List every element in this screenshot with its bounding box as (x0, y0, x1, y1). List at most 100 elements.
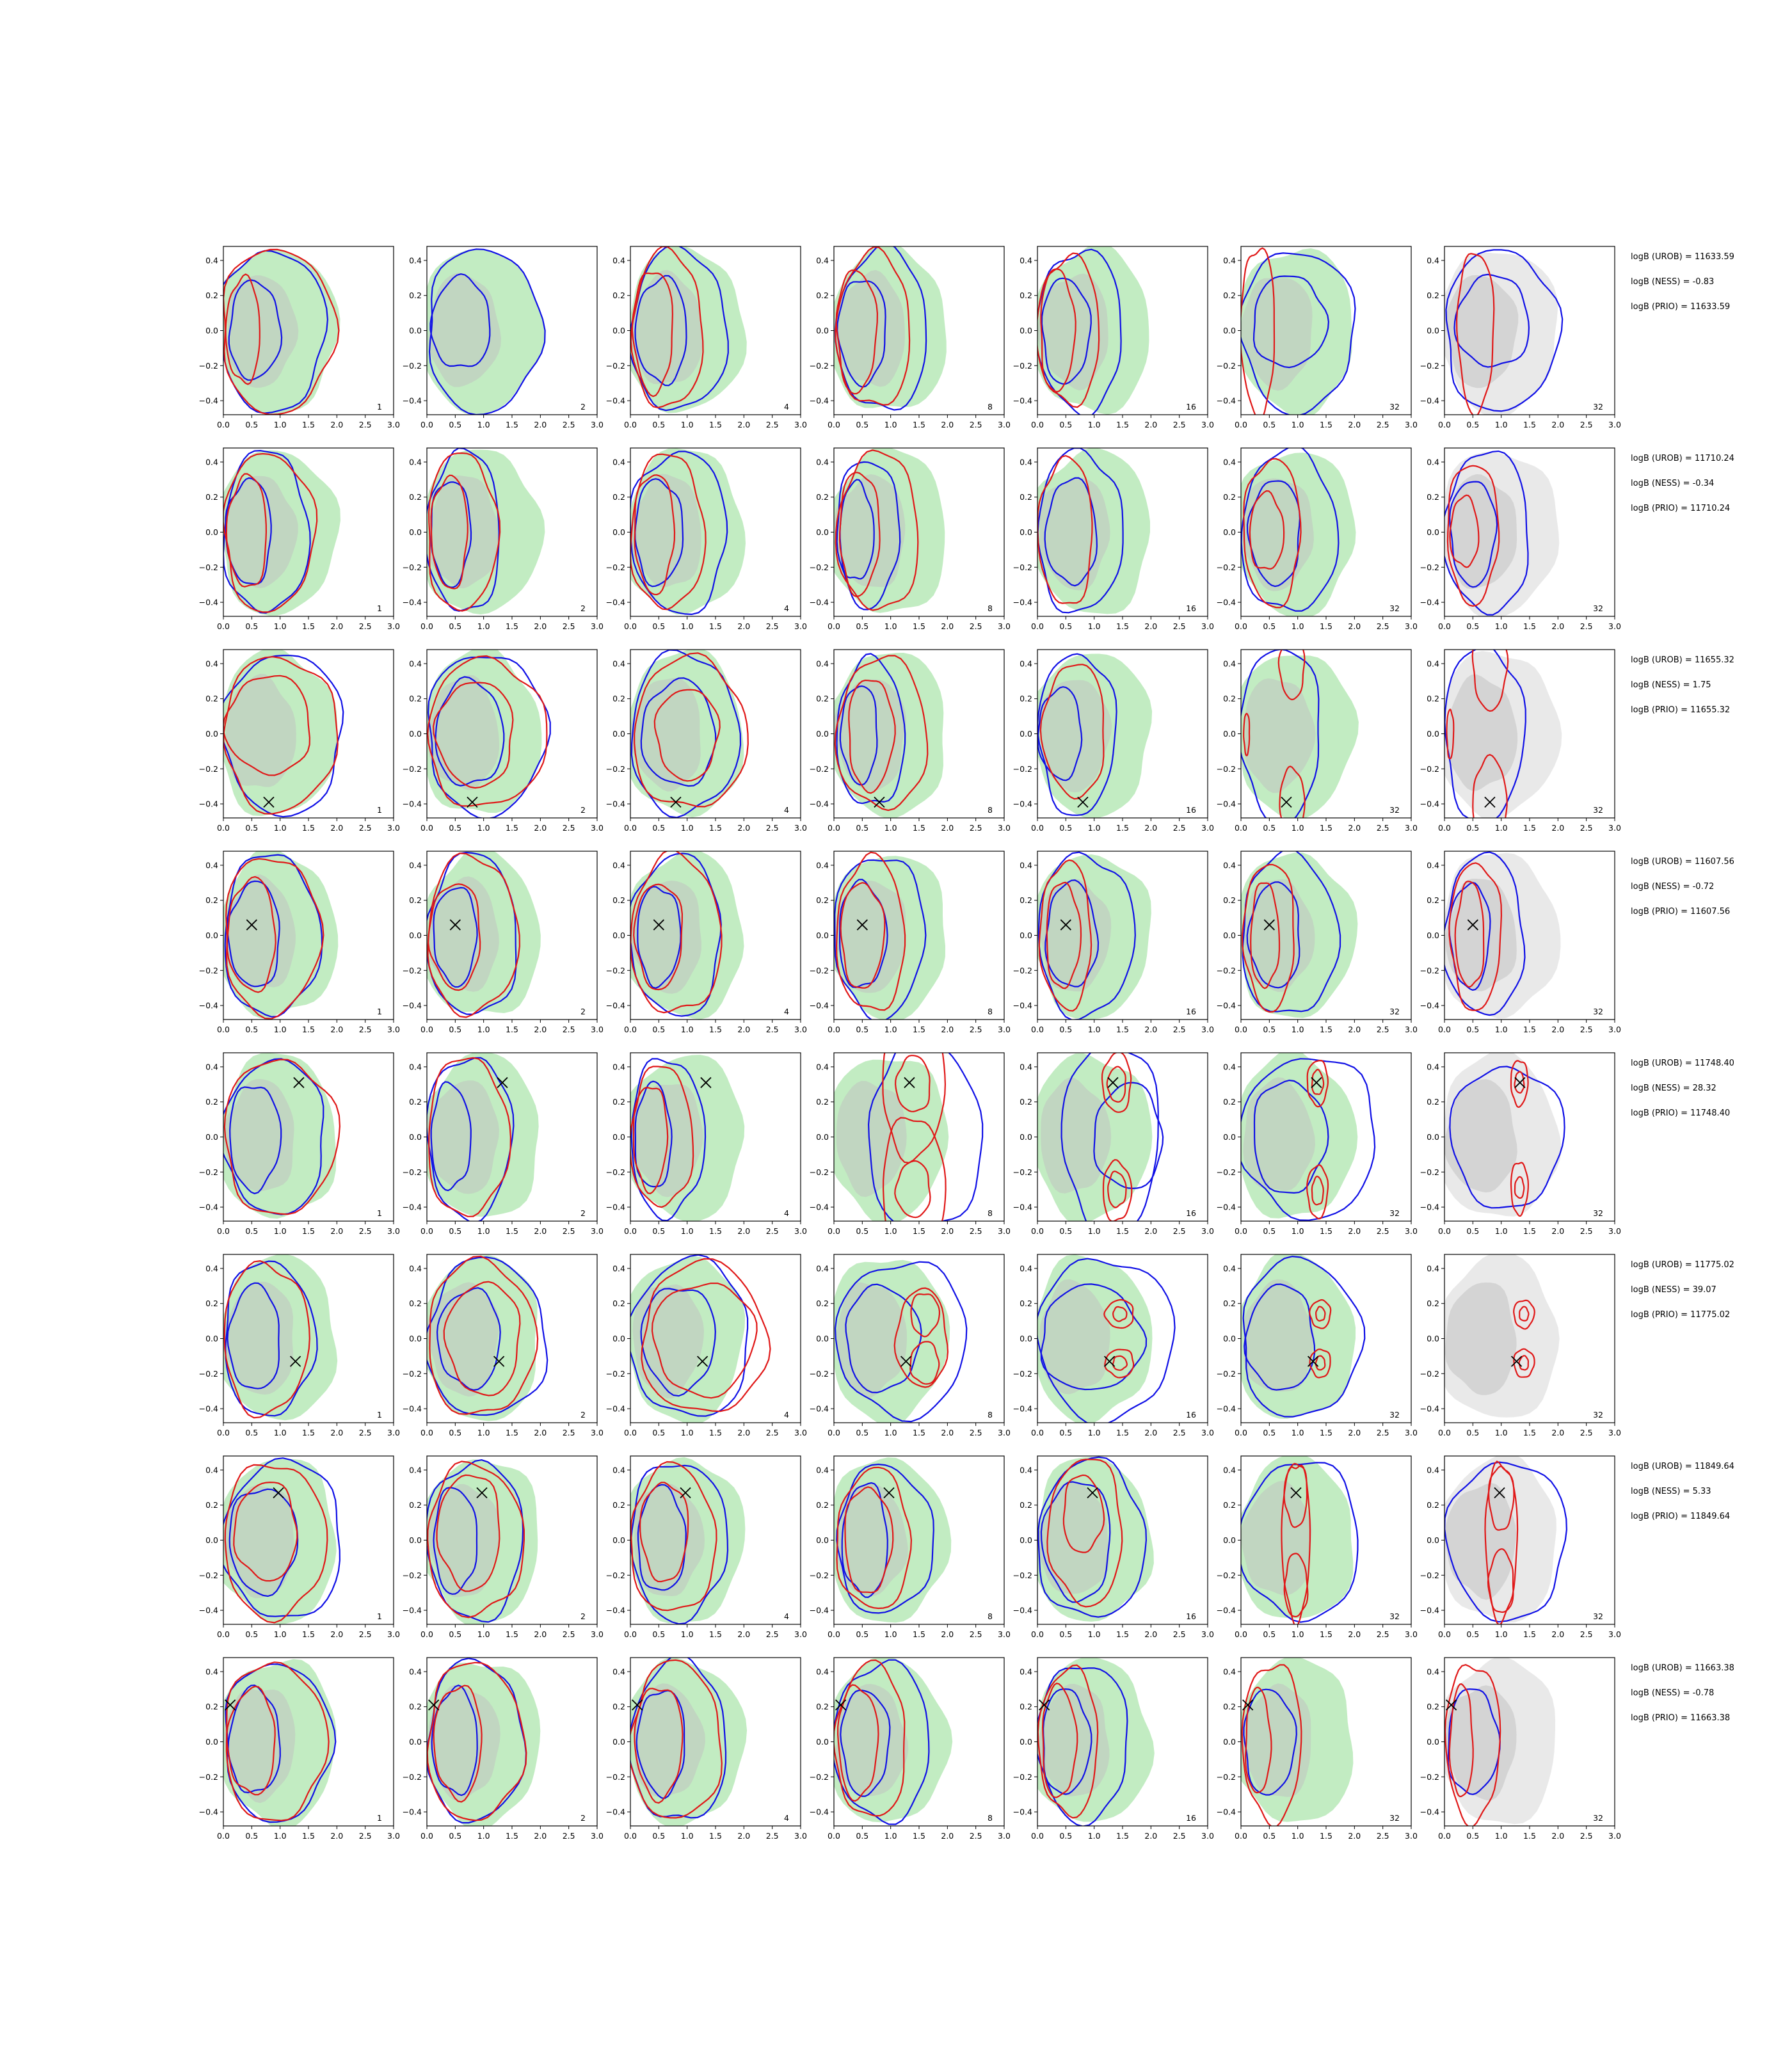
x-tick-label: 3.0 (1608, 1831, 1621, 1841)
x-tick-label: 1.5 (506, 420, 518, 429)
y-tick-label: 0.4 (612, 1263, 625, 1273)
x-tick-label: 0.5 (856, 1831, 868, 1841)
y-tick-label: 0.4 (205, 1465, 218, 1475)
subplot-r8-c2: 0.0 0.5 1.0 1.5 2.0 2.5 3.0 −0.4 −0.2 0.0 0.2 0.4 2 (403, 1657, 604, 1841)
y-tick-label: −0.2 (606, 1167, 625, 1177)
x-tick-label: 0.5 (449, 1226, 461, 1236)
red-contour (835, 269, 879, 395)
blue-contour (1241, 1058, 1376, 1221)
blue-contour (1037, 1667, 1128, 1826)
panel-label: 32 (1593, 1612, 1603, 1621)
x-tick-label: 2.0 (1551, 1428, 1564, 1437)
x-tick-label: 0.5 (652, 621, 665, 631)
red-contour (848, 679, 896, 794)
panel-label: 2 (580, 805, 586, 815)
x-tick-label: 2.5 (970, 823, 982, 833)
y-tick-label: −0.4 (1217, 1001, 1236, 1011)
y-tick-label: 0.4 (816, 659, 829, 668)
subplot-row-7: 0.0 0.5 1.0 1.5 2.0 2.5 3.0−0.4−0.20.00.20.410… (199, 1455, 1734, 1639)
x-tick-label: 2.0 (534, 1831, 547, 1841)
subplot-plot-area (427, 448, 545, 615)
y-tick-label: −0.2 (606, 1571, 625, 1580)
y-tick-label: −0.4 (606, 1001, 625, 1011)
marker-stroke (1290, 1487, 1302, 1499)
x-tick-label: 0.0 (828, 1226, 840, 1236)
x-tick-label: 0.0 (1235, 823, 1247, 833)
red-contour (894, 1055, 931, 1113)
x-tick-label: 2.0 (1551, 1226, 1564, 1236)
y-tick-label: 0.4 (612, 255, 625, 265)
panel-label: 2 (580, 1813, 586, 1823)
y-tick-label: −0.4 (606, 1606, 625, 1615)
logb-annotation: logB (UROB) = 11655.32 (1631, 655, 1734, 665)
x-tick-label: 2.5 (766, 823, 779, 833)
x-tick-label: 0.0 (217, 1629, 230, 1639)
x-tick-label: 1.5 (506, 621, 518, 631)
panel-label: 1 (377, 1813, 382, 1823)
x-tick-label: 2.5 (766, 1226, 779, 1236)
subplot-r3-c5: 0.0 0.5 1.0 1.5 2.0 2.5 3.0 −0.4 −0.2 0.0 0.2 0.4 16 (1013, 649, 1214, 833)
blue-contour (1242, 851, 1341, 1012)
x-tick-label: 0.0 (828, 1629, 840, 1639)
red-contour (630, 246, 704, 409)
y-tick-label: −0.2 (1420, 563, 1439, 572)
y-tick-label: 0.4 (816, 457, 829, 467)
x-tick-label: 0.5 (856, 1025, 868, 1034)
x-tick-label: 1.0 (1292, 1226, 1304, 1236)
true-parameter-marker (476, 1487, 488, 1499)
true-parameter-marker (246, 919, 257, 931)
panel-label: 16 (1186, 1208, 1196, 1218)
x-tick-label: 1.5 (1523, 420, 1536, 429)
x-tick-label: 0.0 (1235, 420, 1247, 429)
x-tick-label: 3.0 (998, 420, 1011, 429)
marker-stroke (1103, 1356, 1116, 1367)
y-tick-label: −0.2 (1217, 563, 1236, 572)
panel-label: 32 (1389, 1007, 1400, 1016)
logb-annotation: logB (NESS) = 39.07 (1631, 1285, 1716, 1295)
marker-stroke (293, 1076, 305, 1089)
subplot-plot-area (834, 246, 947, 411)
blue-contour (1241, 650, 1320, 818)
x-tick-label: 1.0 (884, 1025, 897, 1034)
red-contour (226, 876, 276, 993)
red-contour (840, 882, 886, 989)
panel-label: 4 (784, 805, 789, 815)
x-tick-label: 3.0 (1201, 823, 1214, 833)
x-tick-label: 0.5 (1263, 621, 1276, 631)
x-tick-label: 0.0 (420, 1226, 433, 1236)
blue-contour (427, 656, 551, 818)
x-tick-label: 2.0 (737, 1629, 750, 1639)
y-tick-label: −0.4 (1013, 1404, 1032, 1414)
red-contour (894, 1160, 931, 1219)
true-parameter-marker (1281, 796, 1292, 808)
logb-annotation: logB (UROB) = 11710.24 (1631, 454, 1734, 463)
panel-label: 8 (988, 1208, 993, 1218)
x-tick-label: 2.5 (766, 621, 779, 631)
y-tick-label: −0.2 (606, 563, 625, 572)
marker-stroke (1242, 1699, 1254, 1711)
core-density-fill (227, 275, 299, 388)
x-tick-label: 2.5 (359, 1831, 372, 1841)
core-density-fill (1446, 674, 1518, 791)
x-tick-label: 0.5 (1059, 1025, 1072, 1034)
x-tick-label: 2.5 (1377, 823, 1389, 833)
x-tick-label: 1.5 (1523, 1428, 1536, 1437)
subplot-plot-area (223, 1053, 341, 1219)
core-density-fill (428, 1484, 499, 1597)
red-contour (835, 449, 919, 611)
red-contour (1471, 650, 1509, 712)
y-tick-label: 0.0 (409, 326, 422, 335)
x-tick-label: 3.0 (1608, 1025, 1621, 1034)
red-contour (225, 473, 268, 588)
y-tick-label: 0.0 (1020, 527, 1032, 537)
x-tick-label: 1.0 (681, 1629, 694, 1639)
y-tick-label: −0.2 (1013, 764, 1032, 774)
x-tick-label: 0.0 (217, 1428, 230, 1437)
x-tick-label: 0.5 (245, 1428, 258, 1437)
x-tick-label: 1.5 (1320, 1629, 1332, 1639)
x-tick-label: 2.0 (737, 1226, 750, 1236)
marker-stroke (1077, 796, 1089, 808)
x-tick-label: 3.0 (1608, 420, 1621, 429)
y-tick-label: 0.0 (1223, 1535, 1236, 1545)
y-tick-label: 0.0 (205, 729, 218, 739)
